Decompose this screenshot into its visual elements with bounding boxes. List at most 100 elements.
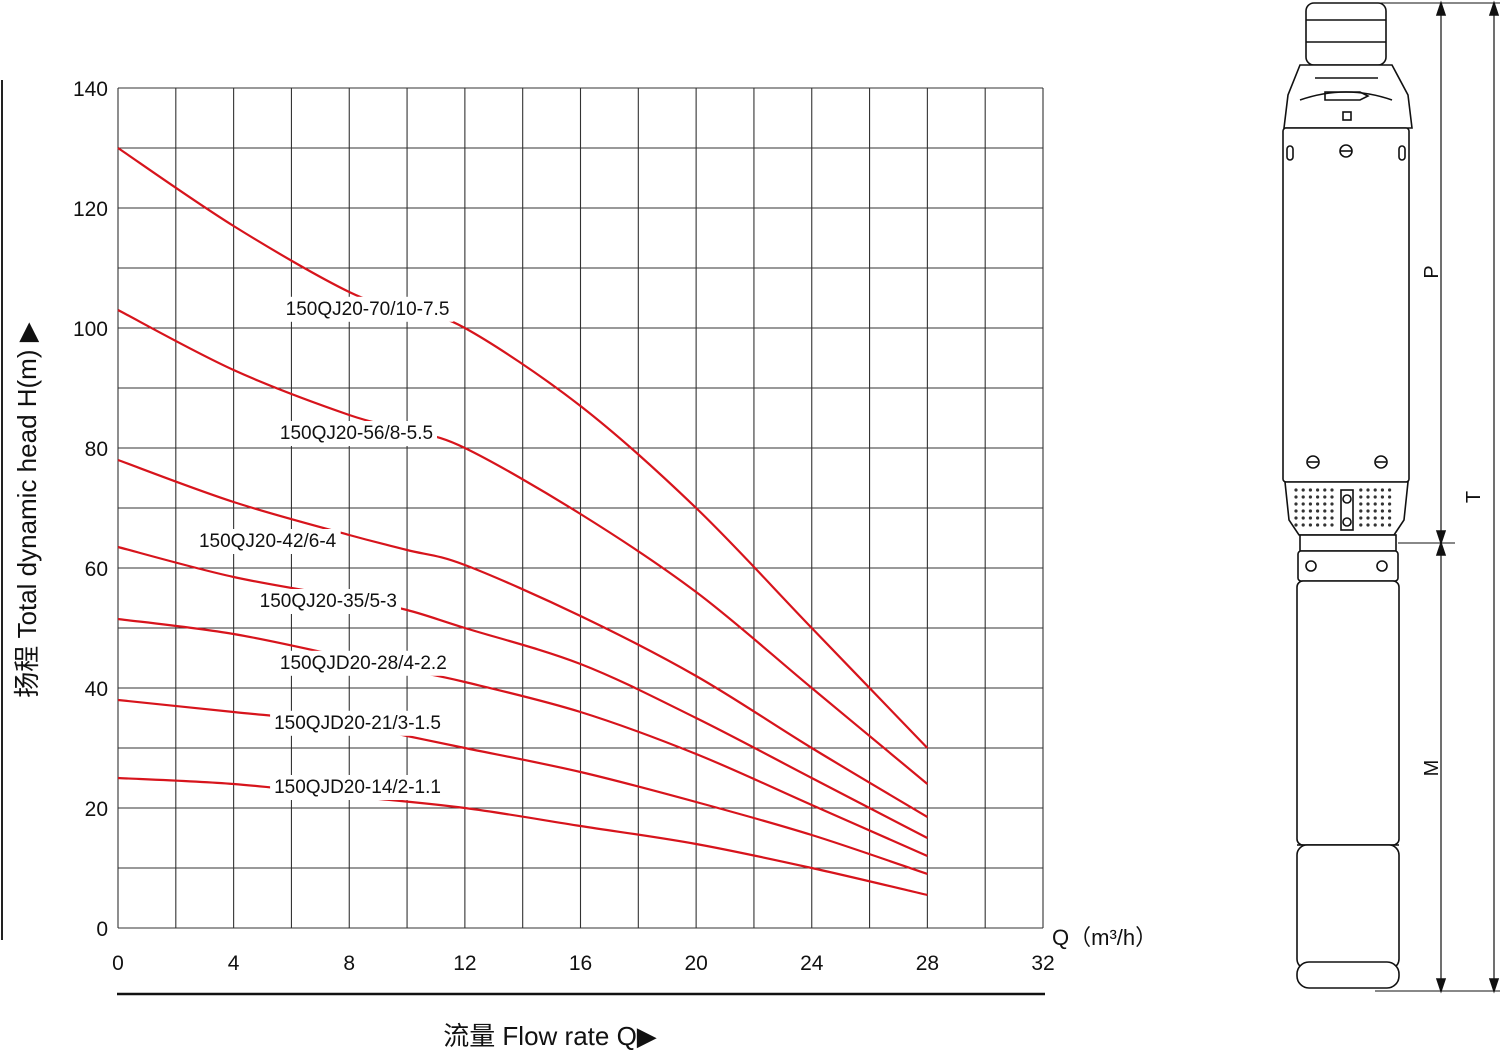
screen-hole [1316, 502, 1320, 506]
screen-hole [1323, 502, 1327, 506]
grid [117, 87, 1044, 929]
screen-hole [1359, 523, 1363, 527]
screen-hole [1388, 495, 1392, 499]
screen-hole [1373, 488, 1377, 492]
screen-hole [1380, 509, 1384, 513]
screen-hole [1388, 523, 1392, 527]
x-tick-label: 16 [569, 952, 592, 975]
screen-hole [1308, 488, 1312, 492]
x-tick-label: 0 [112, 952, 124, 975]
x-tick-label: 20 [684, 952, 707, 975]
screen-hole [1380, 523, 1384, 527]
screen-hole [1373, 495, 1377, 499]
series-line [117, 698, 928, 876]
screen-hole [1330, 523, 1334, 527]
screen-hole [1301, 523, 1305, 527]
series-label-background [194, 529, 341, 554]
y-tick-label: 120 [73, 198, 108, 221]
x-unit-label: Q（m³/h） [1052, 925, 1157, 950]
screen-hole [1388, 509, 1392, 513]
x-tick-label: 24 [800, 952, 824, 975]
tick-labels: 0 4 8 12 16 20 24 28 32 0 20 40 60 80 100 120 140 [73, 78, 1055, 975]
screen-hole [1330, 516, 1334, 520]
y-tick-label: 40 [85, 678, 108, 701]
dimension-label-m: M [1421, 760, 1443, 777]
screen-hole [1294, 502, 1298, 506]
screen-hole [1359, 516, 1363, 520]
series-label: 150QJD20-21/3-1.5 [274, 713, 441, 734]
screen-hole [1373, 523, 1377, 527]
screen-hole [1330, 509, 1334, 513]
screen-hole [1359, 495, 1363, 499]
screen-hole [1388, 488, 1392, 492]
screen-hole [1330, 488, 1334, 492]
screen-hole [1294, 488, 1298, 492]
screen-hole [1323, 488, 1327, 492]
series-line [117, 458, 928, 818]
series-label-background [275, 421, 438, 446]
screen-hole [1294, 523, 1298, 527]
screen-hole [1366, 495, 1370, 499]
screen-hole [1330, 495, 1334, 499]
screen-hole [1316, 488, 1320, 492]
screen-hole [1323, 495, 1327, 499]
series-labels: 150QJ20-70/10-7.5 150QJ20-56/8-5.5 150QJ20… [194, 296, 454, 800]
screen-hole [1316, 495, 1320, 499]
screen-hole [1359, 509, 1363, 513]
screen-hole [1380, 502, 1384, 506]
screen-hole [1294, 495, 1298, 499]
y-tick-label: 100 [73, 318, 108, 341]
screen-hole [1308, 509, 1312, 513]
y-tick-label: 60 [85, 558, 108, 581]
screen-hole [1323, 523, 1327, 527]
x-tick-label: 32 [1031, 952, 1054, 975]
series-label-background [270, 775, 445, 800]
series-line [117, 617, 928, 858]
y-tick-label: 20 [85, 798, 108, 821]
screen-hole [1301, 488, 1305, 492]
screen-hole [1388, 502, 1392, 506]
series-label-background [275, 650, 451, 676]
y-tick-label: 80 [85, 438, 108, 461]
screen-hole [1359, 502, 1363, 506]
screen-hole [1366, 488, 1370, 492]
screen-hole [1308, 516, 1312, 520]
series-label: 150QJ20-70/10-7.5 [286, 299, 450, 320]
screen-hole [1366, 502, 1370, 506]
screen-hole [1316, 523, 1320, 527]
screen-hole [1359, 488, 1363, 492]
screen-hole [1388, 516, 1392, 520]
series-label-background [270, 710, 445, 736]
screen-hole [1380, 495, 1384, 499]
x-tick-label: 8 [343, 952, 355, 975]
screen-hole [1366, 509, 1370, 513]
series-line [117, 147, 929, 749]
screen-hole [1308, 523, 1312, 527]
screen-hole [1308, 495, 1312, 499]
x-tick-label: 12 [453, 952, 476, 975]
pump-diagram [1282, 0, 1500, 994]
series-line [117, 309, 929, 785]
screen-hole [1301, 509, 1305, 513]
screen-hole [1316, 516, 1320, 520]
screen-hole [1373, 509, 1377, 513]
y-tick-label: 0 [96, 918, 108, 941]
series-label: 150QJ20-56/8-5.5 [280, 423, 433, 444]
x-tick-label: 4 [228, 952, 240, 975]
series-label-background [281, 296, 454, 322]
series-label: 150QJ20-42/6-4 [199, 531, 337, 552]
intake-screen [1294, 488, 1392, 527]
screen-hole [1294, 516, 1298, 520]
screen-hole [1330, 502, 1334, 506]
y-tick-label: 140 [73, 78, 108, 101]
screen-hole [1373, 502, 1377, 506]
series-label: 150QJD20-28/4-2.2 [280, 653, 447, 674]
dimension-label-p: P [1421, 265, 1443, 278]
dimension-label-t: T [1463, 491, 1485, 503]
series-line [117, 776, 928, 897]
series-label-background [255, 589, 401, 614]
screen-hole [1316, 509, 1320, 513]
screen-hole [1380, 516, 1384, 520]
screen-hole [1323, 516, 1327, 520]
